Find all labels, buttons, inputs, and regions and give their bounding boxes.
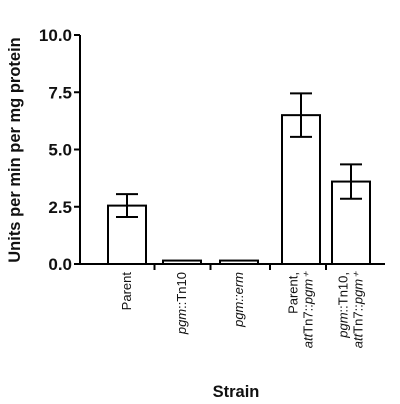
- category-label-pgm-tn10: pgm::Tn10: [174, 272, 189, 335]
- bars-group: [107, 92, 371, 266]
- label-segment: pgm⁺: [351, 271, 366, 305]
- category-label-line: Parent: [119, 272, 134, 311]
- label-segment: att: [301, 332, 316, 348]
- label-segment: Parent: [119, 272, 134, 311]
- bar-pgm-tn10: [162, 259, 202, 266]
- category-label-line: pgm::Tn10,: [336, 272, 351, 339]
- label-segment: ::Tn10: [174, 272, 189, 309]
- label-segment: Tn7::: [351, 304, 366, 334]
- category-label-line: pgm::Tn10: [174, 272, 189, 335]
- label-segment: pgm⁺: [301, 271, 316, 305]
- label-segment: Tn7::: [301, 304, 316, 334]
- label-segment: pgm: [174, 309, 189, 335]
- y-tick-label: 0.0: [48, 255, 72, 274]
- category-label-parent-att: Parent,attTn7::pgm⁺: [286, 271, 316, 348]
- label-segment: pgm::erm: [231, 272, 246, 328]
- category-label-line: attTn7::pgm⁺: [301, 271, 316, 348]
- y-tick-label: 10.0: [39, 26, 72, 45]
- category-label-pgm-erm: pgm::erm: [231, 272, 246, 328]
- y-tick-label: 2.5: [48, 198, 72, 217]
- label-segment: att: [351, 332, 366, 348]
- category-label-pgm-tn10-att: pgm::Tn10,attTn7::pgm⁺: [336, 271, 366, 348]
- y-tick-label: 7.5: [48, 83, 72, 102]
- category-label-parent: Parent: [119, 272, 134, 311]
- category-label-line: Parent,: [286, 272, 301, 314]
- x-axis-title: Strain: [213, 383, 260, 401]
- label-segment: Parent,: [286, 272, 301, 314]
- category-label-line: pgm::erm: [231, 272, 246, 328]
- y-axis-title: Units per min per mg protein: [6, 37, 24, 263]
- category-label-line: attTn7::pgm⁺: [351, 271, 366, 348]
- bar-pgm-erm: [219, 259, 259, 266]
- label-segment: pgm: [336, 312, 351, 338]
- label-segment: ::Tn10,: [336, 272, 351, 312]
- y-tick-label: 5.0: [48, 141, 72, 160]
